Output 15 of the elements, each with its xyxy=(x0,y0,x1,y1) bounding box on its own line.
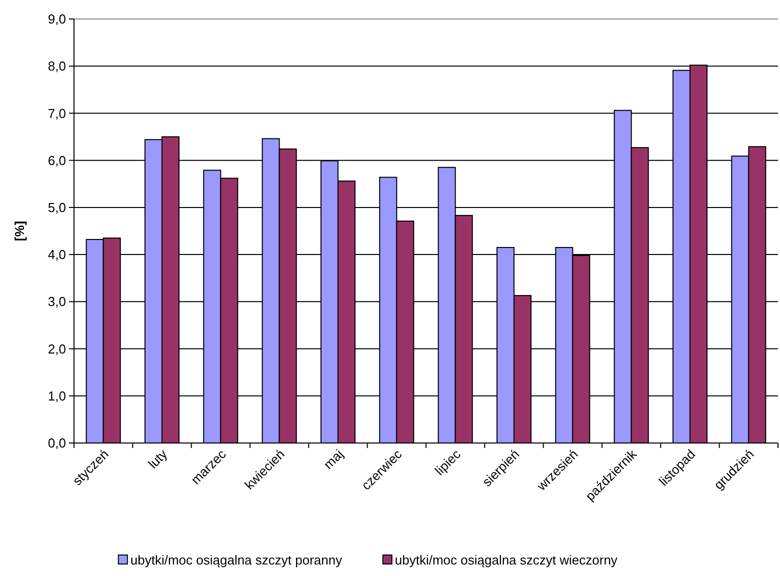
y-tick-label: 2,0 xyxy=(48,341,66,356)
x-tick-label: luty xyxy=(145,446,170,472)
y-tick-label: 1,0 xyxy=(48,388,66,404)
y-axis-title: [%] xyxy=(12,220,27,242)
y-tick-label: 0,0 xyxy=(48,436,66,451)
y-tick-label: 8,0 xyxy=(48,58,66,74)
y-tick-label: 6,0 xyxy=(48,152,66,168)
y-tick-label: 5,0 xyxy=(48,200,66,215)
x-tick-label: maj xyxy=(320,446,346,472)
y-tick-label: 4,0 xyxy=(48,247,66,262)
y-tick-label: 3,0 xyxy=(48,294,66,310)
legend-label: ubytki/moc osiągalna szczyt poranny xyxy=(130,552,343,568)
y-tick-label: 7,0 xyxy=(48,106,66,121)
y-tick-label: 9,0 xyxy=(48,12,66,27)
legend-label: ubytki/moc osiągalna szczyt wieczorny xyxy=(394,552,618,568)
